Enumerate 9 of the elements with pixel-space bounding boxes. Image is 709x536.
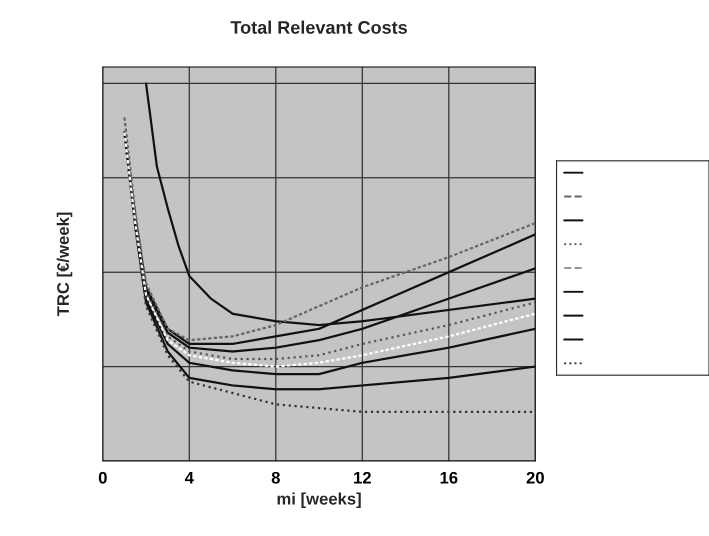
x-tick-label: 12: [354, 472, 371, 484]
chart-title: Total Relevant Costs: [230, 20, 407, 34]
x-tick-label: 4: [184, 472, 194, 484]
x-tick-label: 8: [272, 472, 280, 484]
x-axis-title: mi [weeks]: [278, 492, 361, 508]
x-tick-label: 16: [440, 472, 458, 484]
x-tick-label: 20: [526, 472, 544, 484]
x-tick-label: 0: [98, 472, 107, 484]
y-axis-title: TRC [€/week]: [56, 212, 72, 316]
